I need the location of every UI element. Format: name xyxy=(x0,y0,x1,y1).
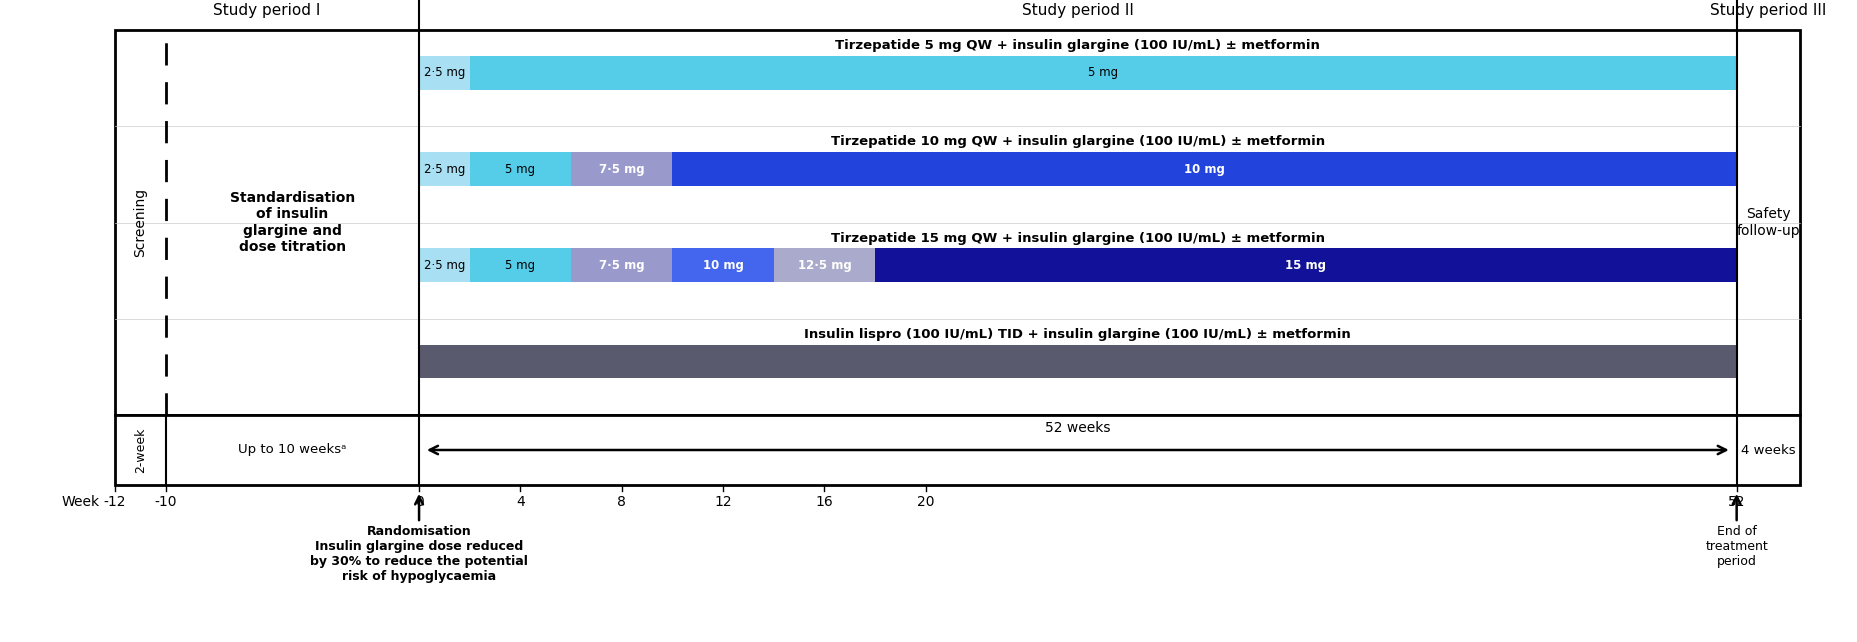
Bar xyxy=(572,152,672,186)
Text: 2·5 mg: 2·5 mg xyxy=(423,259,464,272)
Text: 16: 16 xyxy=(815,495,834,509)
Bar xyxy=(470,152,572,186)
Text: Standardisation
of insulin
glargine and
dose titration: Standardisation of insulin glargine and … xyxy=(230,191,355,254)
Text: Tirzepatide 10 mg QW + insulin glargine (100 IU/mL) ± metformin: Tirzepatide 10 mg QW + insulin glargine … xyxy=(830,135,1324,148)
Text: Week: Week xyxy=(61,495,100,509)
Text: 7·5 mg: 7·5 mg xyxy=(600,259,644,272)
Bar xyxy=(420,152,470,186)
Text: 12·5 mg: 12·5 mg xyxy=(799,259,851,272)
Bar xyxy=(774,248,875,282)
Text: 7·5 mg: 7·5 mg xyxy=(600,162,644,175)
Text: -12: -12 xyxy=(104,495,126,509)
Text: Insulin lispro (100 IU/mL) TID + insulin glargine (100 IU/mL) ± metformin: Insulin lispro (100 IU/mL) TID + insulin… xyxy=(804,328,1352,341)
Text: Up to 10 weeksᵃ: Up to 10 weeksᵃ xyxy=(238,444,347,456)
Bar xyxy=(420,56,470,90)
Text: Safety
follow-up: Safety follow-up xyxy=(1736,207,1799,238)
Bar xyxy=(875,248,1736,282)
Bar xyxy=(672,152,1736,186)
Text: 2·5 mg: 2·5 mg xyxy=(423,162,464,175)
Text: 12: 12 xyxy=(715,495,732,509)
Text: Tirzepatide 5 mg QW + insulin glargine (100 IU/mL) ± metformin: Tirzepatide 5 mg QW + insulin glargine (… xyxy=(836,39,1320,52)
Text: 52 weeks: 52 weeks xyxy=(1045,421,1110,435)
Text: Randomisation
Insulin glargine dose reduced
by 30% to reduce the potential
risk : Randomisation Insulin glargine dose redu… xyxy=(310,525,527,583)
Text: 8: 8 xyxy=(617,495,626,509)
Text: Study period III: Study period III xyxy=(1710,3,1827,19)
Text: 20: 20 xyxy=(917,495,934,509)
Text: 10 mg: 10 mg xyxy=(1185,162,1226,175)
Text: 15 mg: 15 mg xyxy=(1285,259,1326,272)
Text: -10: -10 xyxy=(154,495,176,509)
Text: 10 mg: 10 mg xyxy=(702,259,743,272)
Text: Screening: Screening xyxy=(134,188,147,257)
Text: 2·5 mg: 2·5 mg xyxy=(423,66,464,80)
Text: 5 mg: 5 mg xyxy=(505,259,535,272)
Bar xyxy=(470,248,572,282)
Text: 4 weeks: 4 weeks xyxy=(1742,444,1796,456)
Text: 52: 52 xyxy=(1727,495,1746,509)
Text: 0: 0 xyxy=(414,495,423,509)
Bar xyxy=(420,345,1736,378)
Bar xyxy=(115,30,1799,415)
Text: Tirzepatide 15 mg QW + insulin glargine (100 IU/mL) ± metformin: Tirzepatide 15 mg QW + insulin glargine … xyxy=(830,232,1324,245)
Bar xyxy=(115,415,1799,485)
Text: 4: 4 xyxy=(516,495,526,509)
Text: End of
treatment
period: End of treatment period xyxy=(1705,525,1768,568)
Bar xyxy=(470,56,1736,90)
Text: 5 mg: 5 mg xyxy=(505,162,535,175)
Bar xyxy=(672,248,774,282)
Text: 5 mg: 5 mg xyxy=(1088,66,1118,80)
Text: Study period I: Study period I xyxy=(214,3,321,19)
Bar xyxy=(420,248,470,282)
Bar xyxy=(572,248,672,282)
Text: 2-week: 2-week xyxy=(134,428,147,473)
Text: Study period II: Study period II xyxy=(1021,3,1135,19)
